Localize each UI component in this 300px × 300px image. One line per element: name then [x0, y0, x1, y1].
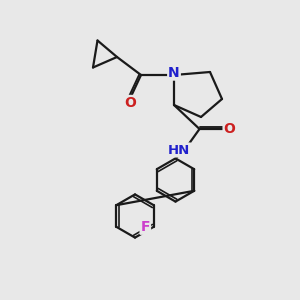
Text: O: O	[124, 96, 136, 110]
Text: N: N	[168, 66, 180, 80]
Text: HN: HN	[168, 143, 190, 157]
Text: O: O	[224, 122, 236, 136]
Text: F: F	[141, 220, 150, 234]
